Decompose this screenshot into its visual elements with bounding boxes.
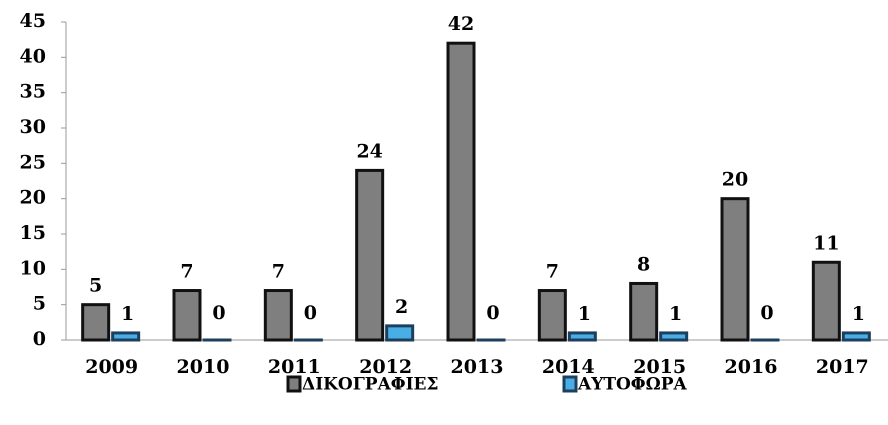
data-label: 7 bbox=[272, 261, 285, 283]
legend-label: ΔΙΚΟΓΡΑΦΙΕΣ bbox=[302, 375, 439, 395]
bar bbox=[811, 260, 841, 342]
x-tick-label: 2014 bbox=[542, 356, 595, 378]
bar bbox=[446, 41, 476, 342]
data-label: 1 bbox=[669, 303, 682, 325]
data-label: 42 bbox=[448, 13, 474, 35]
x-tick-label: 2010 bbox=[177, 356, 230, 378]
data-label: 0 bbox=[304, 302, 317, 324]
data-label: 5 bbox=[89, 275, 102, 297]
bar bbox=[629, 281, 659, 342]
x-tick-label: 2011 bbox=[268, 356, 321, 378]
data-label: 20 bbox=[722, 169, 748, 191]
x-tick-label: 2015 bbox=[633, 356, 686, 378]
y-tick-label: 15 bbox=[20, 222, 46, 244]
data-label: 1 bbox=[852, 303, 865, 325]
x-tick-label: 2016 bbox=[725, 356, 778, 378]
legend-swatch bbox=[286, 375, 302, 393]
y-tick-label: 25 bbox=[20, 151, 46, 173]
x-tick-label: 2013 bbox=[451, 356, 504, 378]
data-label: 0 bbox=[212, 302, 225, 324]
y-tick-label: 35 bbox=[20, 81, 46, 103]
data-label: 0 bbox=[486, 302, 499, 324]
y-tick-label: 20 bbox=[20, 187, 46, 209]
data-label: 1 bbox=[578, 303, 591, 325]
bar bbox=[263, 289, 293, 342]
data-label: 11 bbox=[813, 232, 839, 254]
bar bbox=[172, 289, 202, 342]
x-tick-label: 2009 bbox=[85, 356, 138, 378]
data-label: 24 bbox=[356, 140, 382, 162]
data-label: 1 bbox=[121, 303, 134, 325]
bar bbox=[567, 331, 597, 342]
data-label: 7 bbox=[180, 261, 193, 283]
bar bbox=[537, 289, 567, 342]
bar bbox=[720, 197, 750, 342]
y-tick-label: 5 bbox=[33, 293, 46, 315]
y-tick-label: 45 bbox=[20, 10, 46, 32]
data-label: 0 bbox=[760, 302, 773, 324]
data-label: 7 bbox=[546, 261, 559, 283]
data-label: 8 bbox=[637, 253, 650, 275]
y-tick-label: 40 bbox=[20, 45, 46, 67]
data-label: 2 bbox=[395, 296, 408, 318]
bar bbox=[841, 331, 871, 342]
bar bbox=[659, 331, 689, 342]
bar bbox=[355, 168, 385, 342]
y-tick-label: 30 bbox=[20, 116, 46, 138]
legend-label: ΑΥΤΟΦΩΡΑ bbox=[577, 375, 688, 395]
bar bbox=[81, 303, 111, 342]
legend-swatch bbox=[562, 375, 578, 393]
bar bbox=[111, 331, 141, 342]
y-tick-label: 0 bbox=[33, 328, 46, 350]
bar bbox=[385, 324, 415, 342]
x-tick-label: 2012 bbox=[359, 356, 412, 378]
y-tick-label: 10 bbox=[20, 257, 46, 279]
x-tick-label: 2017 bbox=[816, 356, 869, 378]
